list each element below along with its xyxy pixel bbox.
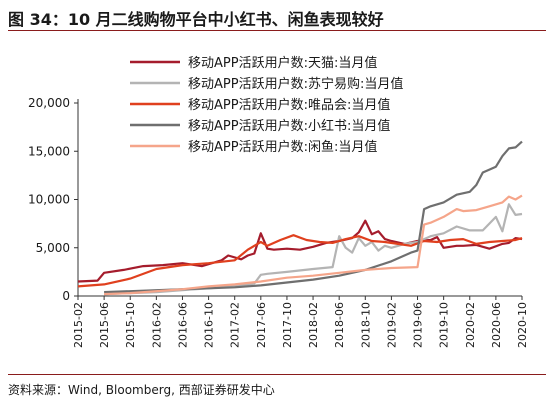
legend: 移动APP活跃用户数:天猫:当月值移动APP活跃用户数:苏宁易购:当月值移动AP…: [130, 55, 403, 155]
x-tick-label: 2020-02: [464, 302, 477, 348]
legend-label: 移动APP活跃用户数:小红书:当月值: [188, 118, 390, 134]
axes: 0 5,000 10,000 15,000 20,000 2015-02 2015-06 20…: [28, 96, 529, 348]
x-tick-label: 2017-10: [281, 302, 294, 348]
series-line-2: [104, 203, 523, 296]
x-tick-label: 2016-10: [203, 302, 216, 348]
x-tick-label: 2016-02: [150, 302, 163, 348]
x-tick-label: 2018-02: [307, 302, 320, 348]
x-tick-label: 2019-02: [385, 302, 398, 348]
x-tick-label: 2020-06: [490, 302, 503, 348]
y-tick-label: 15,000: [28, 144, 70, 158]
y-tick-label: 10,000: [28, 193, 70, 207]
x-tick-label: 2015-02: [72, 302, 85, 348]
x-tick-label: 2015-10: [124, 302, 137, 348]
series-line-5: [104, 194, 523, 296]
y-tick-label: 0: [62, 289, 70, 303]
x-tick-label: 2019-10: [438, 302, 451, 348]
x-tick-label: 2015-06: [98, 302, 111, 348]
source-divider: [8, 374, 546, 375]
series-lines: [77, 140, 523, 296]
legend-label: 移动APP活跃用户数:苏宁易购:当月值: [188, 76, 403, 92]
series-line-4: [104, 140, 523, 294]
x-tick-label: 2019-06: [412, 302, 425, 348]
figure-title: 图 34：10 月二线购物平台中小红书、闲鱼表现较好: [8, 10, 384, 29]
x-tick-label: 2018-06: [333, 302, 346, 348]
source-note: 资料来源：Wind, Bloomberg, 西部证券研发中心: [8, 383, 275, 397]
legend-label: 移动APP活跃用户数:唯品会:当月值: [188, 97, 390, 113]
x-tick-label: 2016-06: [176, 302, 189, 348]
y-tick-label: 20,000: [28, 96, 70, 110]
x-tick-label: 2017-02: [229, 302, 242, 348]
line-chart: 0 5,000 10,000 15,000 20,000 2015-02 2015-06 20…: [28, 55, 529, 348]
title-divider: [8, 30, 546, 31]
x-tick-label: 2020-10: [516, 302, 529, 348]
x-tick-label: 2018-10: [359, 302, 372, 348]
legend-label: 移动APP活跃用户数:闲鱼:当月值: [188, 139, 377, 155]
legend-label: 移动APP活跃用户数:天猫:当月值: [188, 55, 377, 71]
series-line-3: [77, 234, 523, 288]
y-tick-label: 5,000: [36, 241, 70, 255]
x-tick-label: 2017-06: [255, 302, 268, 348]
